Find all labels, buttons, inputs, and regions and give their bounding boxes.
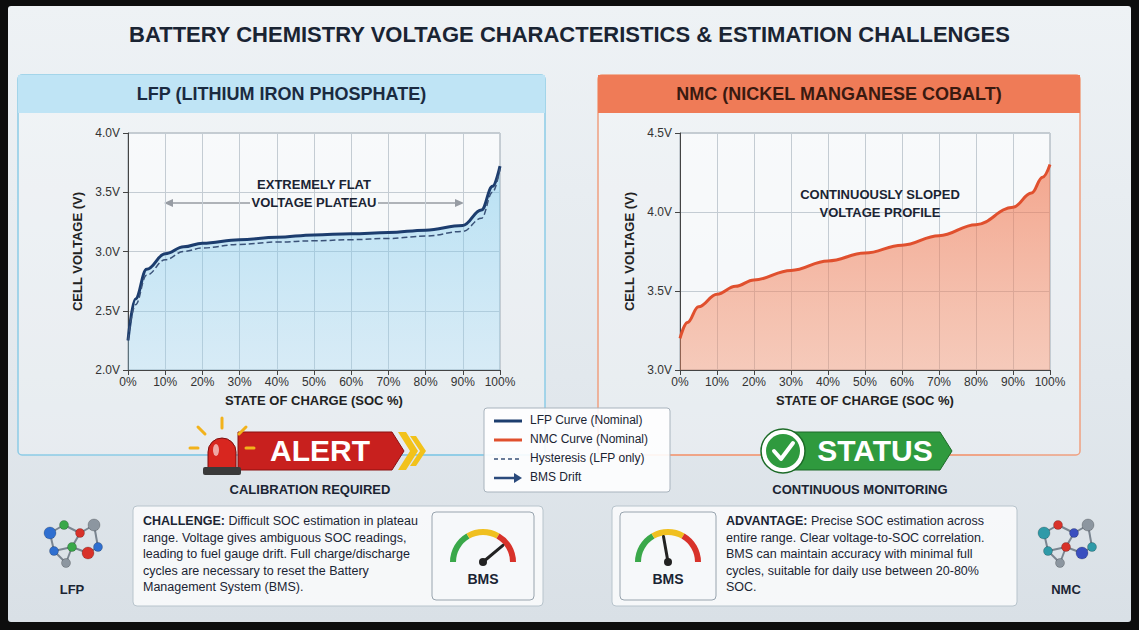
svg-text:10%: 10% bbox=[153, 375, 177, 389]
svg-text:50%: 50% bbox=[853, 375, 877, 389]
html-text:EXTREMELY FLAT VOLTAGE PLATEAU: EXTREMELY FLAT VOLTAGE PLATEAU bbox=[251, 177, 377, 210]
svg-text:30%: 30% bbox=[228, 375, 252, 389]
html-text:CONTINUOUS MONITORING: CONTINUOUS MONITORING bbox=[772, 482, 948, 497]
svg-text:3.0V: 3.0V bbox=[95, 245, 120, 259]
html-text:ADVANTAGE: Precise SOC estimat: ADVANTAGE: Precise SOC estimation across… bbox=[726, 514, 985, 594]
svg-text:STATE OF CHARGE (SOC %): STATE OF CHARGE (SOC %) bbox=[776, 393, 954, 408]
html-text:LFP Curve (Nominal): LFP Curve (Nominal) bbox=[530, 413, 643, 427]
html-text:LFP (LITHIUM IRON PHOSPHATE): LFP (LITHIUM IRON PHOSPHATE) bbox=[136, 84, 427, 104]
html-text:CONTINUOUSLY SLOPED VOLTAGE PR: CONTINUOUSLY SLOPED VOLTAGE PROFILE bbox=[800, 187, 960, 220]
svg-text:CELL VOLTAGE (V): CELL VOLTAGE (V) bbox=[70, 192, 85, 311]
svg-text:20%: 20% bbox=[190, 375, 214, 389]
svg-text:30%: 30% bbox=[779, 375, 803, 389]
svg-text:40%: 40% bbox=[265, 375, 289, 389]
html-text:NMC Curve (Nominal): NMC Curve (Nominal) bbox=[530, 432, 648, 446]
svg-text:0%: 0% bbox=[119, 375, 137, 389]
svg-text:20%: 20% bbox=[742, 375, 766, 389]
html-text:NMC: NMC bbox=[1051, 582, 1081, 597]
svg-text:80%: 80% bbox=[414, 375, 438, 389]
svg-text:3.5V: 3.5V bbox=[95, 185, 120, 199]
html-text:STATUS: STATUS bbox=[817, 434, 933, 467]
html-text:BATTERY CHEMISTRY VOLTAGE CHAR: BATTERY CHEMISTRY VOLTAGE CHARACTERISTIC… bbox=[129, 22, 1010, 47]
svg-text:3.0V: 3.0V bbox=[647, 363, 672, 377]
svg-text:4.5V: 4.5V bbox=[647, 126, 672, 140]
html-text:ALERT: ALERT bbox=[270, 434, 370, 467]
svg-text:60%: 60% bbox=[890, 375, 914, 389]
svg-text:60%: 60% bbox=[339, 375, 363, 389]
svg-text:40%: 40% bbox=[816, 375, 840, 389]
svg-text:90%: 90% bbox=[1001, 375, 1025, 389]
svg-text:4.0V: 4.0V bbox=[95, 126, 120, 140]
svg-text:2.0V: 2.0V bbox=[95, 363, 120, 377]
html-text:BMS Drift: BMS Drift bbox=[530, 470, 582, 484]
svg-text:70%: 70% bbox=[927, 375, 951, 389]
html-text:Hysteresis (LFP only): Hysteresis (LFP only) bbox=[530, 451, 645, 465]
svg-text:4.0V: 4.0V bbox=[647, 205, 672, 219]
html-text:LFP: LFP bbox=[59, 582, 85, 597]
svg-text:90%: 90% bbox=[451, 375, 475, 389]
html-text:CHALLENGE: Difficult SOC estim: CHALLENGE: Difficult SOC estimation in p… bbox=[143, 514, 418, 594]
svg-text:100%: 100% bbox=[1035, 375, 1066, 389]
svg-text:100%: 100% bbox=[485, 375, 516, 389]
svg-text:2.5V: 2.5V bbox=[95, 304, 120, 318]
svg-text:10%: 10% bbox=[705, 375, 729, 389]
svg-text:CELL VOLTAGE (V): CELL VOLTAGE (V) bbox=[622, 192, 637, 311]
html-text:NMC (NICKEL MANGANESE COBALT): NMC (NICKEL MANGANESE COBALT) bbox=[676, 84, 1002, 104]
html-text:BMS: BMS bbox=[652, 571, 684, 587]
svg-text:0%: 0% bbox=[671, 375, 689, 389]
svg-text:70%: 70% bbox=[376, 375, 400, 389]
svg-text:3.5V: 3.5V bbox=[647, 284, 672, 298]
svg-text:STATE OF CHARGE (SOC %): STATE OF CHARGE (SOC %) bbox=[225, 393, 403, 408]
svg-text:50%: 50% bbox=[302, 375, 326, 389]
html-text:BMS: BMS bbox=[467, 571, 499, 587]
svg-text:80%: 80% bbox=[964, 375, 988, 389]
html-text:CALIBRATION REQUIRED: CALIBRATION REQUIRED bbox=[229, 482, 391, 497]
